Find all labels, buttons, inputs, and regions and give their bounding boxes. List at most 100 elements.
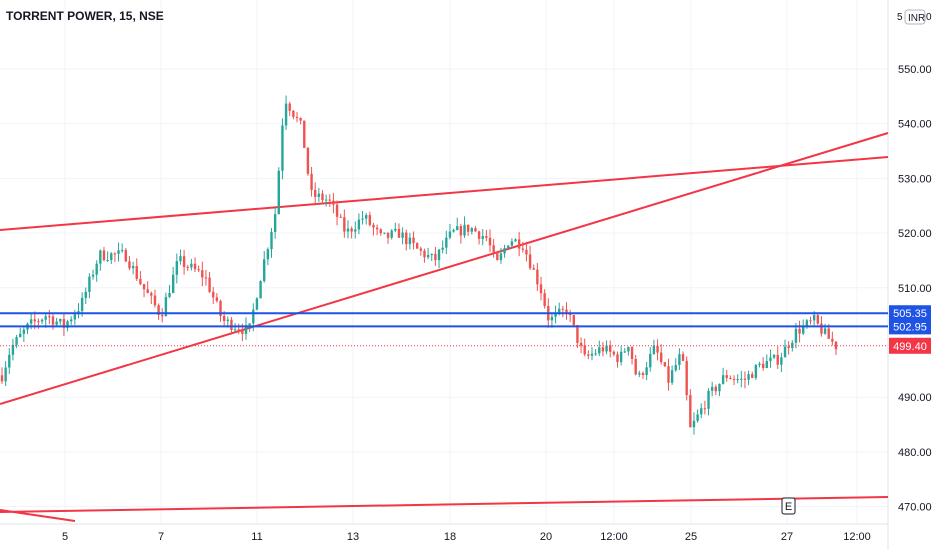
currency-indicator[interactable]: 5 INR 0 — [897, 9, 932, 25]
candle-body — [171, 274, 175, 293]
candle-body — [554, 312, 557, 317]
candle-body — [266, 249, 270, 260]
candle-body — [645, 367, 648, 376]
candle-body — [263, 259, 266, 282]
earnings-marker-label: E — [785, 501, 792, 513]
candle-body — [543, 293, 546, 306]
trend-line-fragment[interactable] — [0, 509, 76, 522]
candle-body — [463, 224, 466, 236]
candle-body — [259, 281, 262, 299]
time-tick-label: 12:00 — [843, 531, 871, 543]
time-tick-label: 18 — [444, 531, 456, 543]
candle-body — [175, 261, 179, 275]
currency-prefix: 5 — [897, 12, 903, 23]
candle-body — [485, 236, 488, 238]
candle-body — [466, 224, 470, 232]
candle-body — [441, 247, 444, 250]
earnings-marker-box[interactable] — [781, 497, 796, 515]
candle-body — [805, 320, 809, 326]
candle-body — [579, 342, 583, 346]
candles — [0, 95, 838, 435]
candle-body — [95, 263, 98, 275]
candle-body — [692, 420, 696, 428]
trend-lines[interactable] — [0, 132, 889, 522]
candle-body — [594, 353, 597, 355]
candle-body — [117, 250, 120, 254]
candle-body — [48, 316, 51, 318]
candle-body — [91, 274, 95, 277]
event-markers[interactable]: E — [781, 497, 796, 515]
candle-body — [153, 295, 157, 306]
trend-line-rising-support[interactable] — [0, 132, 889, 405]
price-tick-label: 530.00 — [898, 173, 932, 185]
candle-body — [674, 365, 677, 371]
candle-body — [565, 309, 568, 314]
candle-body — [405, 232, 408, 245]
candle-body — [230, 319, 233, 330]
candle-body — [685, 360, 688, 396]
candle-body — [430, 253, 433, 255]
candle-body — [139, 278, 142, 285]
candle-body — [368, 215, 372, 225]
candle-body — [710, 386, 714, 391]
candle-body — [19, 333, 22, 338]
candle-body — [561, 308, 565, 310]
candle-body — [477, 231, 481, 239]
candle-body — [459, 226, 463, 236]
candle-body — [707, 390, 710, 409]
candle-body — [11, 344, 15, 355]
candle-body — [747, 374, 750, 380]
candle-body — [255, 298, 259, 310]
candle-body — [525, 249, 528, 255]
candle-body — [448, 231, 452, 238]
candle-body — [157, 305, 160, 315]
trend-line-lower-channel[interactable] — [0, 496, 889, 513]
trend-line-upper-channel[interactable] — [0, 156, 889, 231]
candle-body — [783, 346, 787, 358]
candle-body — [62, 318, 66, 328]
price-tick-label: 470.00 — [898, 502, 932, 514]
candle-body — [364, 215, 368, 219]
candle-body — [601, 347, 605, 352]
price-axis[interactable]: 550.00 540.00 530.00 520.00 510.00 490.00 480.… — [898, 64, 932, 514]
candle-body — [809, 320, 812, 322]
last-price-label: 499.40 — [893, 341, 927, 353]
candle-body — [128, 261, 131, 269]
candle-body — [208, 277, 211, 292]
candle-body — [15, 337, 18, 345]
candle-body — [423, 250, 426, 258]
price-tick-label: 520.00 — [898, 228, 932, 240]
candle-body — [612, 351, 616, 355]
candle-body — [244, 325, 248, 334]
candle-body — [164, 296, 168, 317]
time-tick-label: 11 — [251, 531, 262, 543]
candle-body — [539, 284, 543, 294]
candle-body — [503, 248, 506, 254]
candle-body — [656, 345, 659, 353]
candle-body — [714, 386, 718, 392]
candle-body — [372, 224, 375, 228]
time-tick-label: 13 — [347, 531, 359, 543]
candle-body — [303, 120, 306, 148]
candle-body — [346, 228, 350, 232]
currency-label: INR — [908, 13, 925, 24]
candle-body — [29, 319, 33, 324]
candle-body — [758, 363, 761, 366]
candle-body — [721, 375, 725, 384]
candle-body — [339, 216, 342, 218]
candle-body — [335, 204, 339, 217]
candle-body — [521, 248, 524, 250]
candle-body — [66, 321, 69, 328]
time-axis[interactable]: 5 7 11 13 18 20 12:00 25 27 12:00 — [62, 531, 871, 543]
candle-body — [816, 315, 819, 324]
candle-body — [663, 362, 667, 367]
candle-body — [37, 321, 40, 323]
time-tick-label: 27 — [781, 531, 793, 543]
candle-body — [823, 328, 827, 334]
candle-body — [481, 236, 484, 239]
candle-body — [226, 319, 229, 321]
last-price-badge — [889, 337, 931, 354]
price-tick-label: 480.00 — [898, 447, 932, 459]
